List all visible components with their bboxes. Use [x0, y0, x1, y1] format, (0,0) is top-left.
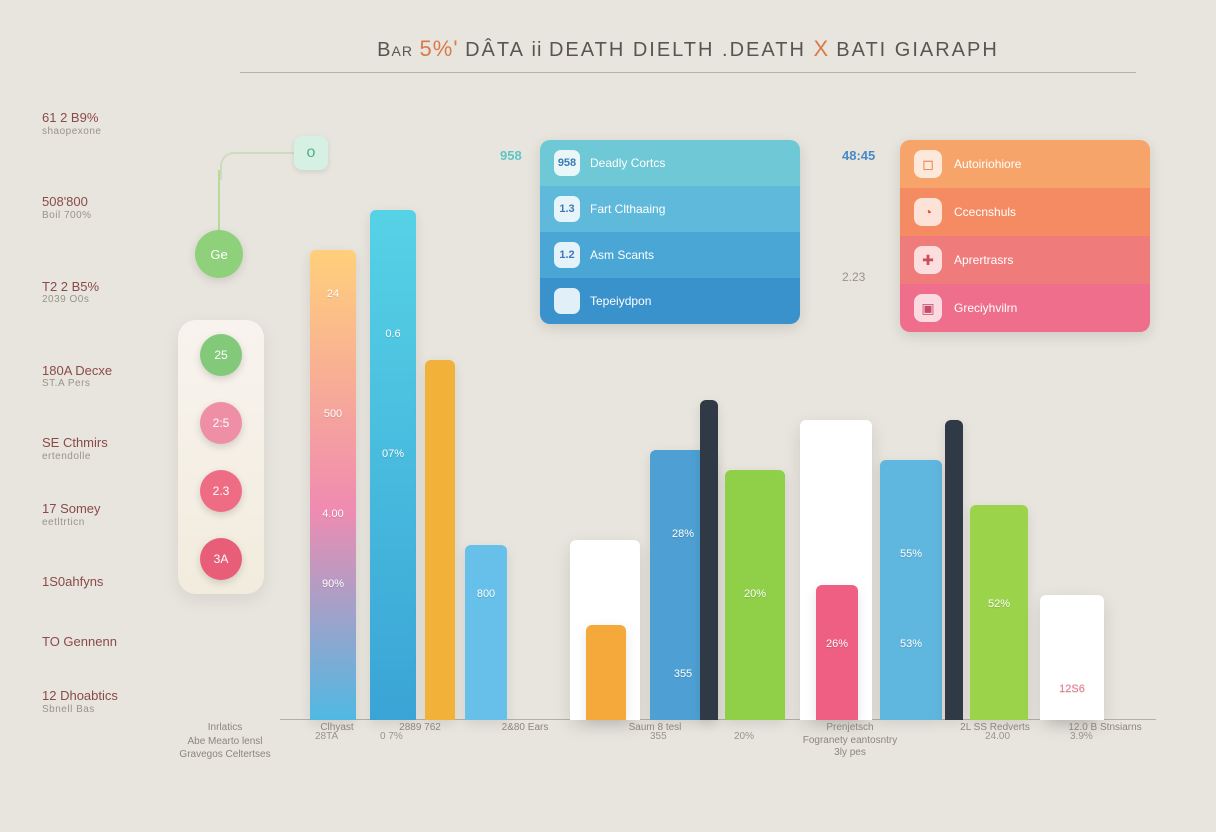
x-axis: InrlaticsAbe Mearto lenslGravegos Celter… — [280, 722, 1156, 792]
x-tick-label: Clhyast — [302, 722, 372, 735]
title-word: Bati — [836, 39, 895, 61]
title-word: Dâta — [465, 39, 525, 61]
chart-title: Bar 5%' Dâta ii Death Dielth .Death X Ba… — [240, 36, 1136, 73]
bar-value-label: 800 — [477, 588, 495, 600]
x-tick-label: 12.0 B Stnsiarns — [1050, 722, 1160, 735]
node-circle: Ge — [195, 230, 243, 278]
x-tick-label: 2L SS Redverts — [940, 722, 1050, 735]
bar — [700, 400, 718, 720]
x-tick-label: Inrlatics — [170, 722, 280, 735]
x-tick-label: Abe Mearto lenslGravegos Celtertses — [150, 736, 300, 761]
badge-circle: 25 — [200, 334, 242, 376]
x-tick-label: 2&80 Ears — [480, 722, 570, 735]
bar-value-label: 355 — [674, 668, 692, 680]
bar-value-label: 20% — [744, 588, 766, 600]
bar: 800 — [465, 545, 507, 720]
x-tick-label: Saum 8 tesl — [610, 722, 700, 735]
title-word: 5%' — [420, 36, 459, 61]
bar-value-label: 26% — [826, 638, 848, 650]
y-axis: 61 2 B9%shaopexone 508'800Boil 700% T2 2 B… — [42, 110, 162, 712]
bar — [945, 420, 963, 720]
bar: 26% — [816, 585, 858, 720]
y-tick-label: T2 2 B5%2039 O0s — [42, 279, 99, 307]
bar-value-label: 4.00 — [322, 508, 343, 520]
bar — [586, 625, 626, 720]
bar: 53% 55% — [880, 460, 942, 720]
y-tick-label: TO Gennenn — [42, 634, 117, 650]
bar-value-label: 52% — [988, 598, 1010, 610]
bar-value-label: 500 — [324, 408, 342, 420]
connector-line — [218, 170, 220, 230]
y-tick-label: 17 Someyeetltrticn — [42, 501, 101, 529]
bar-value-label: 53% — [900, 638, 922, 650]
bar-value-label: 55% — [900, 548, 922, 560]
y-tick-label: SE Cthmirsertendolle — [42, 435, 108, 463]
badge-circle: 2:5 — [200, 402, 242, 444]
bar-value-label: 28% — [672, 528, 694, 540]
y-tick-label: 180A DecxeST.A Pers — [42, 363, 112, 391]
bar: 90% 4.00 500 24 — [310, 250, 356, 720]
bar-value-label: 24 — [327, 288, 339, 300]
title-word: Bar — [377, 39, 419, 61]
x-tick-label: 2889 762 — [380, 722, 460, 735]
title-word: ii — [532, 39, 549, 61]
title-word: X — [813, 36, 836, 61]
x-tick-label: PrenjetschFogranety eantosntry3ly pes — [780, 722, 920, 760]
y-tick-label: 508'800Boil 700% — [42, 194, 92, 222]
title-word: Dielth — [633, 39, 722, 61]
title-word: Giaraph — [895, 39, 999, 61]
bar-value-label: 12S6 — [1059, 683, 1085, 695]
bar-value-label: 07% — [382, 448, 404, 460]
bar-value-label: 90% — [322, 578, 344, 590]
y-tick-label: 1S0ahfyns — [42, 574, 103, 590]
bar-chart: 90%4.005002407%0.680028%35520%26%53%55%5… — [280, 110, 1156, 720]
badge-column: 25 2:5 2.3 3A — [178, 320, 264, 594]
bar: 20% — [725, 470, 785, 720]
badge-circle: 2.3 — [200, 470, 242, 512]
bar: 12S6 — [1040, 595, 1104, 720]
bar: 07% 0.6 — [370, 210, 416, 720]
badge-circle: 3A — [200, 538, 242, 580]
bar — [425, 360, 455, 720]
y-tick-label: 12 DhoabticsSbnell Bas — [42, 688, 118, 716]
title-word: .Death — [722, 39, 813, 61]
y-tick-label: 61 2 B9%shaopexone — [42, 110, 102, 138]
bar-value-label: 0.6 — [385, 328, 400, 340]
title-word: Death — [549, 39, 633, 61]
chart-title-wrap: Bar 5%' Dâta ii Death Dielth .Death X Ba… — [240, 36, 1136, 73]
bar: 52% — [970, 505, 1028, 720]
